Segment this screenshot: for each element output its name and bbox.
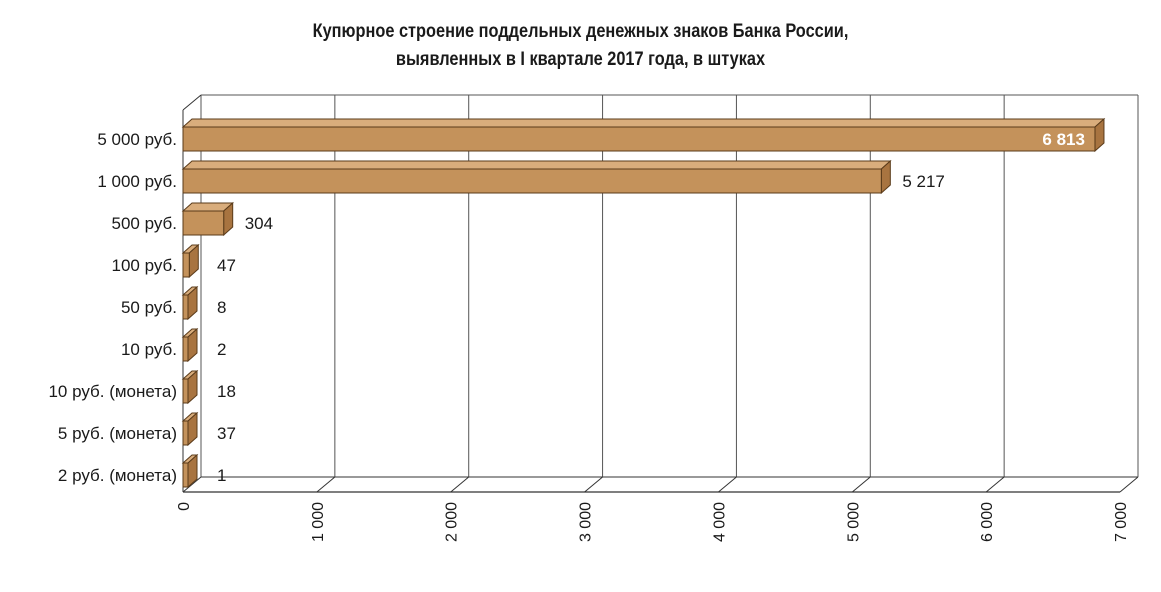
tick-label-6: 6 000 [979, 502, 996, 542]
category-label-3: 100 руб. [111, 256, 177, 275]
value-label-6: 18 [217, 382, 236, 401]
floor-line-3 [584, 476, 603, 493]
bar-7 [182, 420, 189, 446]
grid [182, 94, 1139, 493]
floor-line-5 [851, 476, 871, 493]
floor-line-0 [182, 476, 202, 493]
tick-label-0: 0 [176, 502, 193, 511]
tick-label-3: 3 000 [578, 502, 595, 542]
bar-6 [182, 378, 189, 404]
floor-line-4 [718, 476, 737, 493]
category-label-6: 10 руб. (монета) [48, 382, 177, 401]
value-label-1: 5 217 [902, 172, 945, 191]
tick-label-1: 1 000 [310, 502, 327, 542]
value-label-5: 2 [217, 340, 226, 359]
category-label-4: 50 руб. [121, 298, 177, 317]
bar-2 [182, 210, 225, 236]
value-label-8: 1 [217, 466, 226, 485]
bar-5 [182, 336, 189, 362]
chart-title: Купюрное строение поддельных денежных зн… [81, 18, 1079, 74]
bar-1 [182, 168, 882, 194]
tick-label-5: 5 000 [845, 502, 862, 542]
floor-line-6 [985, 476, 1005, 493]
value-label-0: 6 813 [1042, 130, 1085, 149]
value-label-2: 304 [245, 214, 273, 233]
value-label-7: 37 [217, 424, 236, 443]
chart-title-line-2: выявленных в I квартале 2017 года, в шту… [395, 49, 766, 70]
floor-line-2 [450, 476, 470, 493]
bar-top-1 [181, 160, 892, 170]
category-label-1: 1 000 руб. [97, 172, 177, 191]
bar-4 [182, 294, 189, 320]
tick-label-7: 7 000 [1113, 502, 1130, 542]
category-label-7: 5 руб. (монета) [58, 424, 177, 443]
value-label-4: 8 [217, 298, 226, 317]
tick-label-2: 2 000 [444, 502, 461, 542]
side-wall-top [182, 94, 202, 111]
floor-line-1 [316, 476, 336, 493]
category-label-2: 500 руб. [111, 214, 177, 233]
category-label-5: 10 руб. [121, 340, 177, 359]
bar-8 [182, 462, 189, 488]
bars [181, 117, 1106, 489]
floor-line-7 [1119, 476, 1139, 493]
category-label-8: 2 руб. (монета) [58, 466, 177, 485]
bar-0 [182, 126, 1096, 152]
bar-top-0 [181, 118, 1106, 128]
value-label-3: 47 [217, 256, 236, 275]
labels: 0 1 000 2 000 3 000 4 000 5 000 6 000 7 000 5 00… [48, 130, 1130, 542]
chart-title-line-1: Купюрное строение поддельных денежных зн… [312, 21, 849, 42]
bar-3 [182, 252, 190, 278]
tick-label-4: 4 000 [711, 502, 728, 542]
category-label-0: 5 000 руб. [97, 130, 177, 149]
